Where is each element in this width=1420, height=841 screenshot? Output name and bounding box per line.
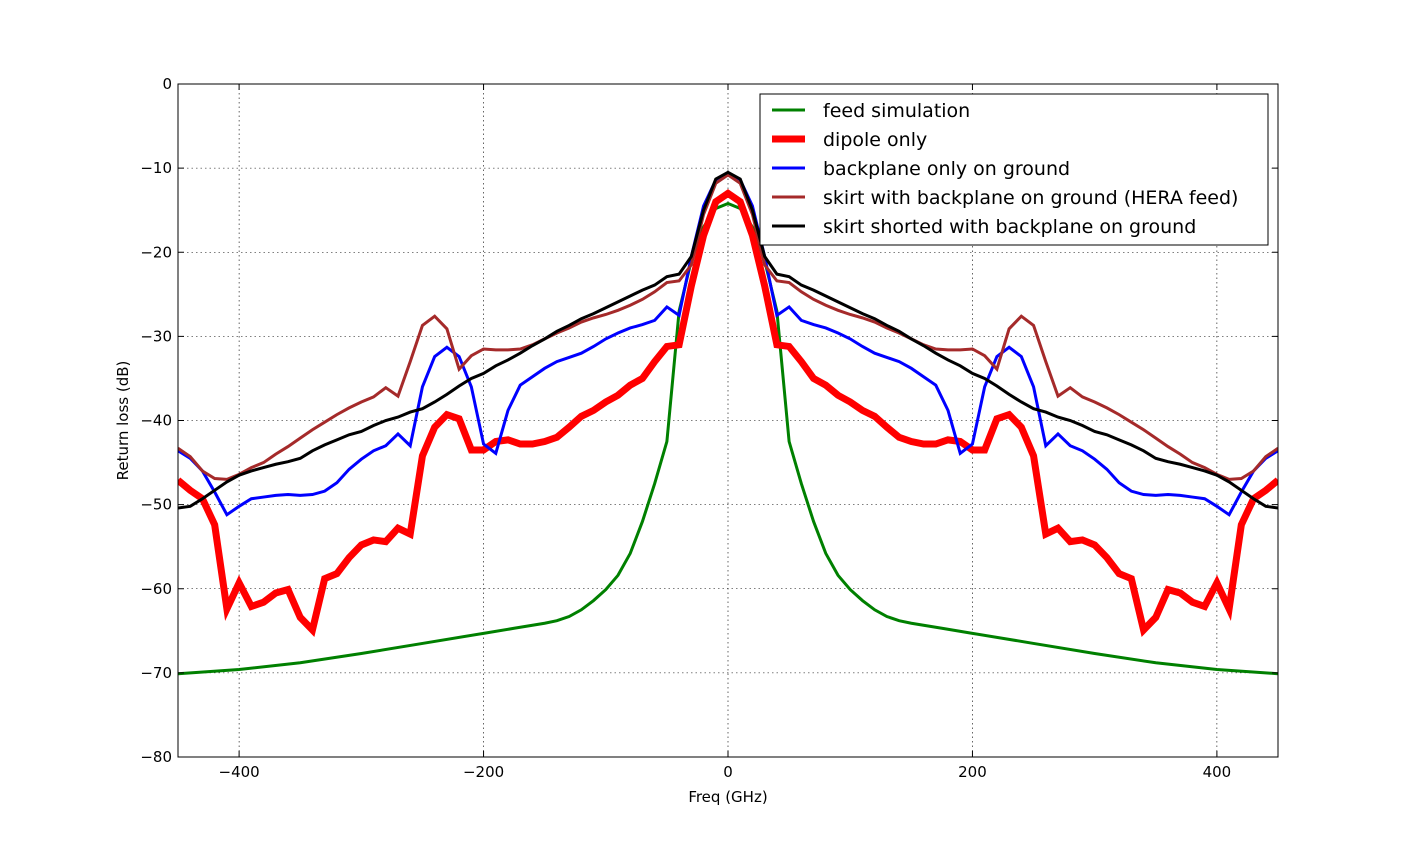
legend: feed simulation dipole only backplane only… bbox=[759, 93, 1269, 246]
y-tick-label: −30 bbox=[140, 327, 172, 345]
x-tick-label: −200 bbox=[463, 763, 504, 781]
y-tick-label: −50 bbox=[140, 496, 172, 514]
y-tick-label: −10 bbox=[140, 159, 172, 177]
x-axis-title: Freq (GHz) bbox=[688, 788, 767, 806]
series-lines bbox=[178, 170, 1278, 676]
series-line-feed-simulation bbox=[178, 201, 1278, 676]
legend-label: backplane only on ground bbox=[823, 158, 1070, 180]
legend-box bbox=[759, 93, 1269, 246]
y-tick-label: −80 bbox=[140, 748, 172, 766]
legend-label: skirt with backplane on ground (HERA fee… bbox=[823, 187, 1238, 209]
series-line-dipole-only bbox=[178, 189, 1278, 637]
series-line-skirt-with-backplane-on-ground-hera-feed bbox=[178, 173, 1278, 481]
y-tick-label: −20 bbox=[140, 243, 172, 261]
x-tick-label: 0 bbox=[723, 763, 733, 781]
y-tick-label: −60 bbox=[140, 580, 172, 598]
legend-label: skirt shorted with backplane on ground bbox=[823, 216, 1196, 238]
x-tick-label: 400 bbox=[1203, 763, 1232, 781]
legend-label: dipole only bbox=[823, 129, 927, 151]
axis-ticks: −400 −200 0 200 400 0 −10 −20 −30 −40 −50 −60 −70 −80 bbox=[140, 75, 1278, 781]
x-tick-label: 200 bbox=[958, 763, 987, 781]
series-line-skirt-shorted-with-backplane-on-ground bbox=[178, 170, 1278, 510]
x-tick-label: −400 bbox=[219, 763, 260, 781]
y-tick-label: 0 bbox=[162, 75, 172, 93]
y-tick-label: −40 bbox=[140, 412, 172, 430]
legend-label: feed simulation bbox=[823, 100, 970, 122]
y-axis-title: Return loss (dB) bbox=[114, 361, 132, 481]
y-tick-label: −70 bbox=[140, 664, 172, 682]
